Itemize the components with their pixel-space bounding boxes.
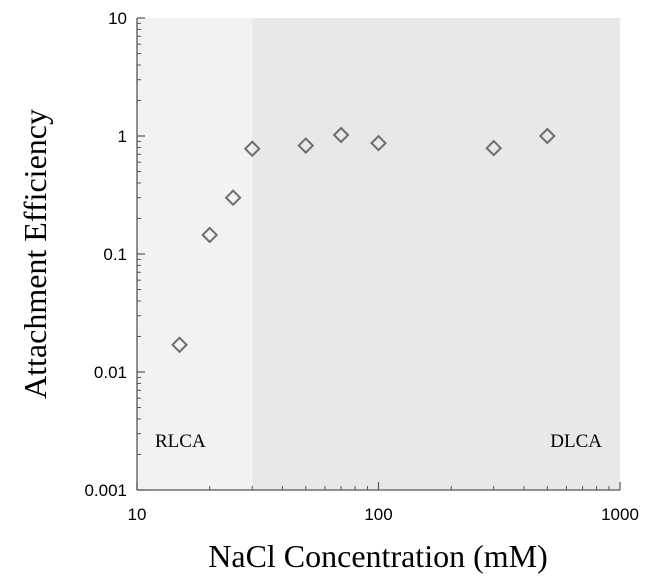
y-tick-label: 0.01	[94, 363, 127, 382]
rlca-label: RLCA	[155, 431, 206, 452]
y-tick-label: 0.1	[103, 245, 127, 264]
x-tick-label: 100	[364, 505, 392, 524]
y-axis-title: Attachment Efficiency	[17, 109, 53, 399]
dlca-region	[252, 18, 620, 490]
rlca-region	[137, 18, 252, 490]
y-tick-labels: 0.001 0.01 0.1 1 10	[84, 9, 127, 500]
dlca-label: DLCA	[550, 431, 602, 452]
y-tick-label: 10	[108, 9, 127, 28]
y-tick-label: 0.001	[84, 481, 127, 500]
x-axis-title: NaCl Concentration (mM)	[208, 538, 547, 574]
x-tick-label: 10	[128, 505, 147, 524]
x-tick-labels: 10 100 1000	[128, 505, 639, 524]
y-tick-label: 1	[118, 127, 127, 146]
x-tick-label: 1000	[601, 505, 639, 524]
